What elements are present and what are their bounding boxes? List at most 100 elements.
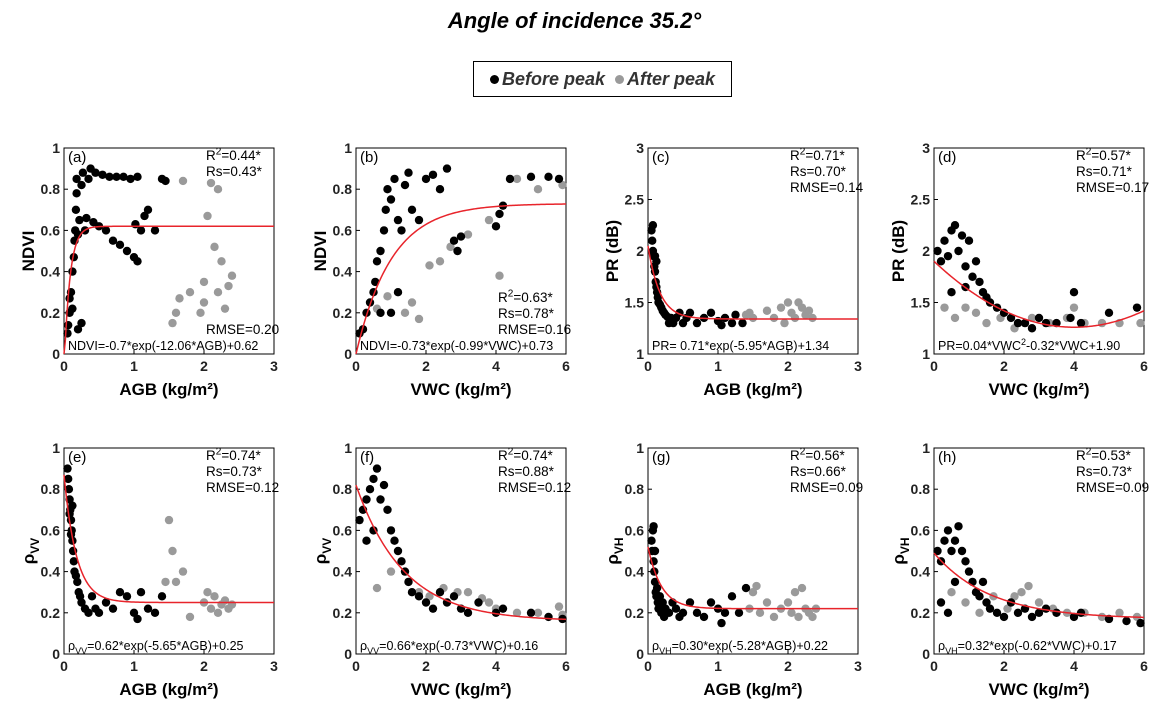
point-after-peak [1115, 608, 1124, 617]
y-tick-label: 1 [344, 140, 352, 156]
point-before-peak [78, 168, 88, 177]
point-after-peak [185, 288, 195, 297]
point-after-peak [1024, 581, 1033, 591]
stat-annotation: RMSE=0.09 [790, 480, 863, 495]
point-before-peak [390, 536, 399, 545]
x-tick-label: 2 [784, 658, 792, 674]
point-after-peak [762, 306, 772, 315]
point-after-peak [1097, 318, 1107, 328]
point-before-peak [498, 604, 508, 613]
point-before-peak [369, 526, 378, 535]
point-before-peak [372, 464, 382, 473]
point-before-peak [379, 226, 389, 235]
fit-equation: ρVV=0.62*exp(-5.65*AGB)+0.25 [68, 639, 244, 656]
x-tick-label: 4 [492, 358, 500, 374]
point-before-peak [428, 170, 438, 179]
point-before-peak [122, 592, 132, 601]
point-before-peak [1006, 313, 1016, 323]
point-before-peak [136, 588, 146, 597]
point-before-peak [1076, 318, 1086, 328]
stat-annotation: Rs=0.73* [206, 464, 263, 479]
point-after-peak [950, 313, 960, 323]
point-before-peak [647, 536, 656, 545]
point-before-peak [495, 209, 504, 219]
point-after-peak [1017, 588, 1026, 597]
point-before-peak [964, 567, 974, 576]
point-before-peak [720, 608, 730, 617]
legend-marker-after [615, 74, 624, 84]
stat-annotation: RMSE=0.12 [206, 480, 279, 495]
point-before-peak [947, 288, 956, 297]
point-before-peak [943, 608, 953, 617]
stat-annotation: R2=0.44* [206, 147, 261, 163]
panel-d: 1 1.5 2 2.5 3 0 2 4 6 VWC (kg/m²) PR (dB) (d) R2=0.5… [889, 140, 1149, 399]
point-before-peak [933, 246, 942, 256]
point-after-peak [797, 583, 807, 593]
stat-annotation: Rs=0.43* [206, 164, 263, 179]
point-before-peak [943, 251, 953, 261]
point-before-peak [101, 226, 111, 235]
point-before-peak [1069, 612, 1079, 622]
point-before-peak [947, 546, 956, 556]
point-after-peak [383, 292, 392, 301]
y-tick-label: 0.2 [333, 605, 353, 621]
y-tick-label: 1 [636, 440, 644, 456]
legend-label-after: After peak [627, 68, 716, 89]
point-before-peak [1104, 614, 1114, 624]
point-after-peak [1010, 592, 1019, 601]
point-before-peak [554, 174, 564, 184]
point-before-peak [404, 168, 413, 177]
point-before-peak [386, 195, 396, 204]
point-before-peak [421, 598, 431, 607]
point-after-peak [484, 598, 494, 607]
stat-annotation: R2=0.53* [1076, 447, 1131, 463]
y-tick-label: 0 [344, 646, 352, 662]
point-after-peak [463, 230, 473, 239]
stat-annotation: RMSE=0.09 [1076, 480, 1149, 495]
point-before-peak [1069, 288, 1079, 297]
stat-annotation: Rs=0.70* [790, 164, 847, 179]
point-after-peak [794, 612, 803, 622]
point-before-peak [1013, 608, 1023, 617]
point-after-peak [220, 304, 230, 313]
point-before-peak [381, 205, 390, 214]
point-before-peak [68, 304, 77, 313]
axes-frame [355, 147, 567, 355]
y-tick-label: 1 [52, 440, 60, 456]
x-axis-label: AGB (kg/m²) [703, 680, 802, 699]
point-after-peak [1034, 598, 1044, 607]
point-after-peak [210, 592, 219, 601]
point-before-peak [129, 608, 139, 617]
point-after-peak [178, 567, 188, 576]
point-before-peak [526, 608, 536, 617]
y-tick-label: 0.8 [333, 181, 353, 197]
point-before-peak [544, 612, 553, 622]
legend-label-before: Before peak [501, 68, 605, 89]
point-after-peak [1136, 318, 1145, 328]
x-tick-label: 1 [714, 658, 722, 674]
stat-annotation: RMSE=0.12 [498, 480, 571, 495]
point-before-peak [692, 608, 702, 617]
stat-annotation: RMSE=0.17 [1076, 180, 1149, 195]
point-after-peak [224, 281, 233, 291]
point-before-peak [706, 598, 716, 607]
stat-annotation: Rs=0.78* [498, 306, 555, 321]
x-tick-label: 2 [1000, 358, 1008, 374]
point-before-peak [112, 172, 121, 182]
legend: Before peak After peak [473, 61, 732, 97]
x-tick-label: 0 [352, 658, 360, 674]
point-before-peak [133, 172, 142, 182]
point-before-peak [950, 577, 960, 587]
y-axis-label: NDVI [311, 231, 330, 272]
point-before-peak [727, 592, 737, 601]
fit-equation: NDVI=-0.73*exp(-0.99*VWC)+0.73 [360, 339, 553, 353]
point-after-peak [185, 612, 195, 622]
point-before-peak [386, 526, 396, 535]
x-tick-label: 0 [60, 358, 68, 374]
panel-label: (d) [938, 149, 956, 166]
point-before-peak [84, 608, 93, 617]
point-before-peak [544, 172, 553, 182]
point-after-peak [808, 612, 817, 622]
point-after-peak [171, 308, 181, 317]
y-tick-label: 0 [344, 346, 352, 362]
